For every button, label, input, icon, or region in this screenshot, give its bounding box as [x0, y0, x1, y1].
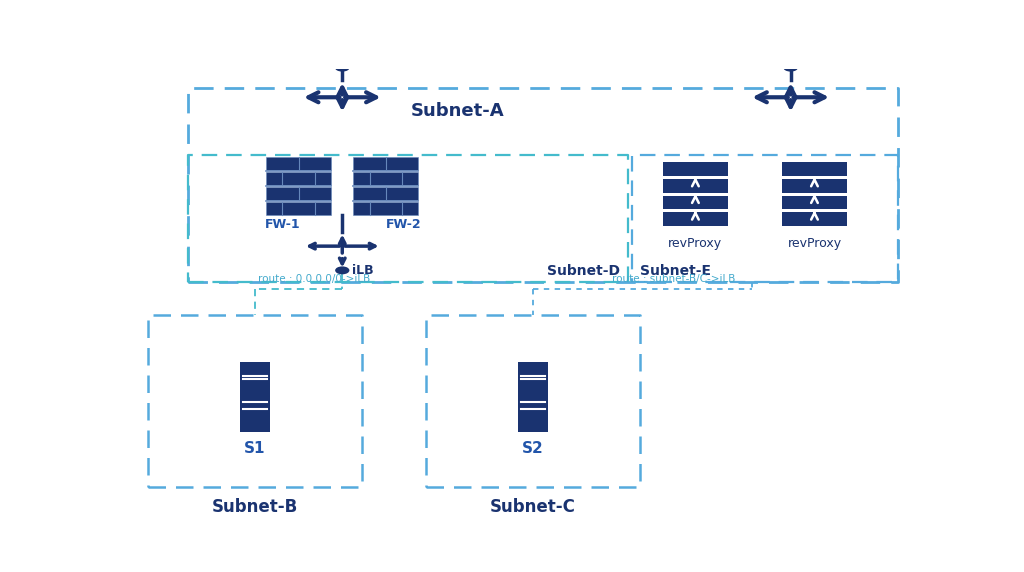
Circle shape [783, 63, 798, 72]
Bar [782, 162, 847, 176]
Bar [266, 172, 331, 185]
Text: Subnet-D: Subnet-D [547, 264, 620, 278]
Text: S2: S2 [522, 441, 544, 456]
Bar [663, 179, 728, 193]
Bar [518, 362, 548, 432]
Text: route : 0.0.0.0/0->iLB: route : 0.0.0.0/0->iLB [258, 273, 371, 284]
Bar [782, 212, 847, 226]
Bar [782, 196, 847, 209]
Bar [266, 157, 331, 170]
Text: S1: S1 [245, 441, 265, 456]
Text: revProxy: revProxy [669, 237, 723, 250]
Bar [266, 186, 331, 200]
Text: revProxy: revProxy [787, 237, 842, 250]
Bar [353, 172, 419, 185]
Circle shape [335, 63, 350, 72]
Text: FW-1: FW-1 [264, 219, 300, 232]
Text: route : subnet-B/C->iLB: route : subnet-B/C->iLB [612, 273, 735, 284]
Text: Subnet-B: Subnet-B [212, 498, 298, 516]
Bar [240, 362, 270, 432]
Text: Subnet-A: Subnet-A [411, 102, 504, 120]
Bar [663, 196, 728, 209]
Text: Subnet-C: Subnet-C [489, 498, 575, 516]
Bar [663, 162, 728, 176]
Bar [353, 201, 419, 215]
Bar [782, 179, 847, 193]
Bar [663, 212, 728, 226]
Bar [266, 201, 331, 215]
Circle shape [335, 267, 349, 275]
Text: iLB: iLB [352, 264, 374, 277]
Bar [353, 157, 419, 170]
Text: Subnet-E: Subnet-E [640, 264, 711, 278]
Text: FW-2: FW-2 [386, 219, 422, 232]
Bar [353, 186, 419, 200]
